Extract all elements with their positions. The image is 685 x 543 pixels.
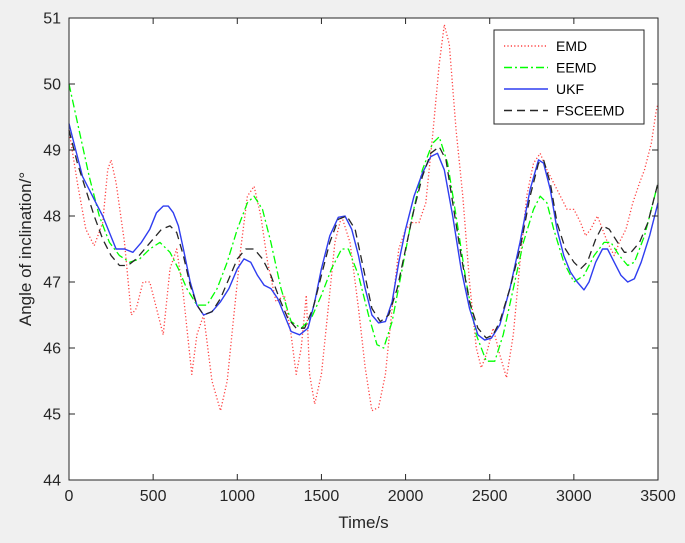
series-line-ukf — [68, 123, 659, 341]
legend-box — [493, 29, 645, 125]
legend-label-fsceemd: FSCEEMD — [556, 103, 624, 119]
y-tick-label: 46 — [43, 341, 61, 358]
legend: EMD EEMD UKF FSCEEMD — [493, 29, 645, 125]
x-tick-label: 2500 — [472, 488, 508, 505]
legend-label-eemd: EEMD — [556, 60, 596, 76]
y-tick-label: 50 — [43, 77, 61, 94]
y-tick-label: 51 — [43, 11, 61, 28]
x-tick-label: 1000 — [219, 488, 255, 505]
legend-label-emd: EMD — [556, 38, 587, 54]
x-tick-label: 2000 — [388, 488, 424, 505]
series-line-fsceemd — [68, 130, 659, 339]
series-line-emd — [68, 23, 659, 412]
x-tick-label: 1500 — [304, 488, 340, 505]
ticks-layer: 0 500 1000 1500 2000 2500 3000 3500 44 45 46 47 48 49… — [43, 11, 676, 506]
y-tick-label: 45 — [43, 407, 61, 424]
y-tick-label: 48 — [43, 209, 61, 226]
x-axis-label: Time/s — [338, 513, 388, 532]
y-tick-label: 44 — [43, 473, 61, 490]
y-axis-label: Angle of inclination/° — [16, 172, 35, 326]
plot-frame — [68, 17, 659, 481]
y-tick-label: 47 — [43, 275, 61, 292]
series-layer — [68, 23, 659, 412]
x-tick-label: 0 — [65, 488, 74, 505]
x-tick-label: 500 — [140, 488, 167, 505]
x-tick-label: 3000 — [556, 488, 592, 505]
series-line-eemd — [68, 83, 659, 362]
x-tick-label: 3500 — [640, 488, 676, 505]
legend-label-ukf: UKF — [556, 81, 584, 97]
y-tick-label: 49 — [43, 143, 61, 160]
